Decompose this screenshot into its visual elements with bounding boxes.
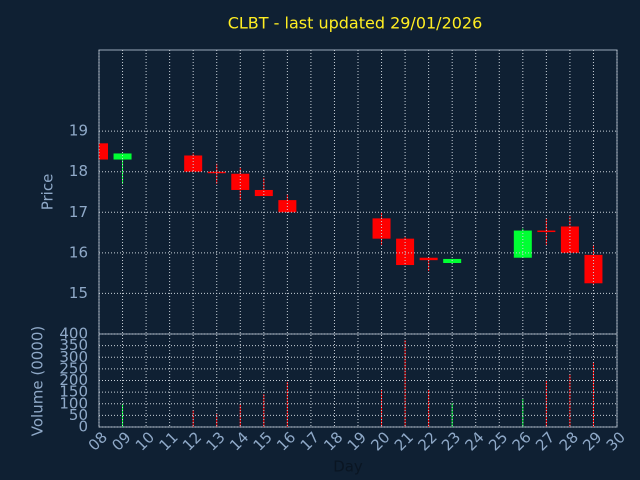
volume-tick-label: 50 [69, 406, 88, 424]
candle-body [372, 218, 391, 239]
volume-tick-label: 250 [59, 359, 88, 377]
y-axis-label: Price [39, 174, 57, 211]
x-tick-label: 17 [297, 428, 323, 454]
x-tick-label: 18 [320, 428, 346, 454]
x-tick-label: 22 [414, 428, 440, 454]
x-tick-label: 21 [391, 428, 417, 454]
x-tick-label: 08 [85, 428, 111, 454]
chart-title: CLBT - last updated 29/01/2026 [228, 14, 483, 33]
x-tick-label: 23 [438, 428, 464, 454]
x-tick-label: 20 [367, 428, 393, 454]
candle-body [537, 230, 556, 233]
x-tick-label: 13 [203, 428, 229, 454]
y-tick-label: 17 [69, 203, 88, 221]
volume-tick-label: 350 [59, 336, 88, 354]
candle-body [231, 173, 250, 190]
x-tick-label: 28 [556, 428, 582, 454]
y-tick-label: 16 [69, 243, 88, 261]
x-tick-label: 11 [155, 428, 181, 454]
x-tick-label: 24 [462, 428, 488, 454]
volume-tick-label: 200 [59, 371, 88, 389]
x-tick-label: 25 [485, 428, 511, 454]
x-tick-label: 12 [179, 428, 205, 454]
x-tick-label: 30 [603, 428, 629, 454]
candle-body [184, 155, 203, 172]
y-tick-label: 18 [69, 162, 88, 180]
volume-tick-label: 100 [59, 394, 88, 412]
y-tick-label: 15 [69, 284, 88, 302]
plot-frame [98, 49, 618, 428]
candle-body [419, 257, 438, 261]
volume-tick-label: 150 [59, 383, 88, 401]
x-tick-label: 27 [532, 428, 558, 454]
x-axis-label: Day [333, 458, 363, 476]
x-tick-label: 16 [273, 428, 299, 454]
x-tick-label: 14 [226, 428, 252, 454]
volume-tick-label: 400 [59, 325, 88, 343]
x-tick-label: 29 [579, 428, 605, 454]
candle-body [254, 189, 273, 197]
volume-axis-label: Volume (0000) [29, 326, 47, 436]
candle-body [99, 143, 108, 160]
candle-body [513, 230, 532, 258]
x-tick-label: 26 [509, 428, 535, 454]
volume-tick-label: 300 [59, 348, 88, 366]
x-tick-label: 15 [250, 428, 276, 454]
candle-body [113, 153, 132, 160]
x-tick-label: 09 [108, 428, 134, 454]
candle-body [207, 171, 226, 174]
x-tick-label: 10 [132, 428, 158, 454]
volume-tick-label: 0 [78, 418, 88, 436]
x-tick-label: 19 [344, 428, 370, 454]
y-tick-label: 19 [69, 122, 88, 140]
